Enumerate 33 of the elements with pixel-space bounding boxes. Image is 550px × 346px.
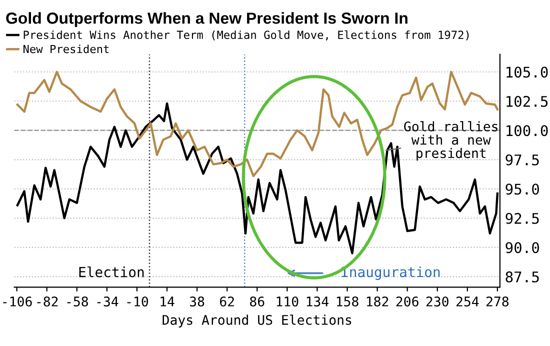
annotation: Election <box>79 266 144 278</box>
x-tick-label: 38 <box>190 296 204 306</box>
x-tick-label: 86 <box>250 296 264 306</box>
x-tick-label: 254 <box>456 296 479 306</box>
x-tick-label: -82 <box>37 296 58 306</box>
x-tick-label: -10 <box>127 296 148 306</box>
x-tick-label: -34 <box>97 296 118 306</box>
x-tick-label: 182 <box>366 296 388 306</box>
legend-label: New President <box>24 44 109 54</box>
x-tick-label: 278 <box>486 296 509 306</box>
x-tick-label: 206 <box>396 296 418 306</box>
chart-title: Gold Outperforms When a New President Is Sworn In <box>6 12 408 27</box>
y-tick-label: 92.5 <box>506 212 539 224</box>
x-tick-label: -58 <box>67 296 88 306</box>
x-tick-label: -106 <box>3 296 32 306</box>
legend-label: President Wins Another Term (Median Gold Move, Elections from 1972) <box>24 30 469 40</box>
annotation: Gold rallies with a new president <box>404 121 498 161</box>
line-series <box>16 70 499 178</box>
x-tick-label: 134 <box>306 296 328 306</box>
x-tick-label: 158 <box>336 296 358 306</box>
y-tick-label: 100.0 <box>506 125 548 136</box>
y-tick-label: 87.5 <box>506 271 539 282</box>
y-tick-label: 97.5 <box>506 154 539 166</box>
x-tick-label: 14 <box>160 296 174 306</box>
annotation: Inauguration <box>342 266 440 280</box>
y-tick-label: 90.0 <box>506 242 539 254</box>
y-tick-label: 105.0 <box>506 66 548 78</box>
x-tick-label: 62 <box>220 296 234 306</box>
y-tick-label: 102.5 <box>506 96 548 107</box>
x-tick-label: 230 <box>426 296 448 306</box>
x-axis-title: Days Around US Elections <box>162 314 352 328</box>
y-tick-label: 95.0 <box>506 184 539 195</box>
x-tick-label: 110 <box>276 296 298 306</box>
